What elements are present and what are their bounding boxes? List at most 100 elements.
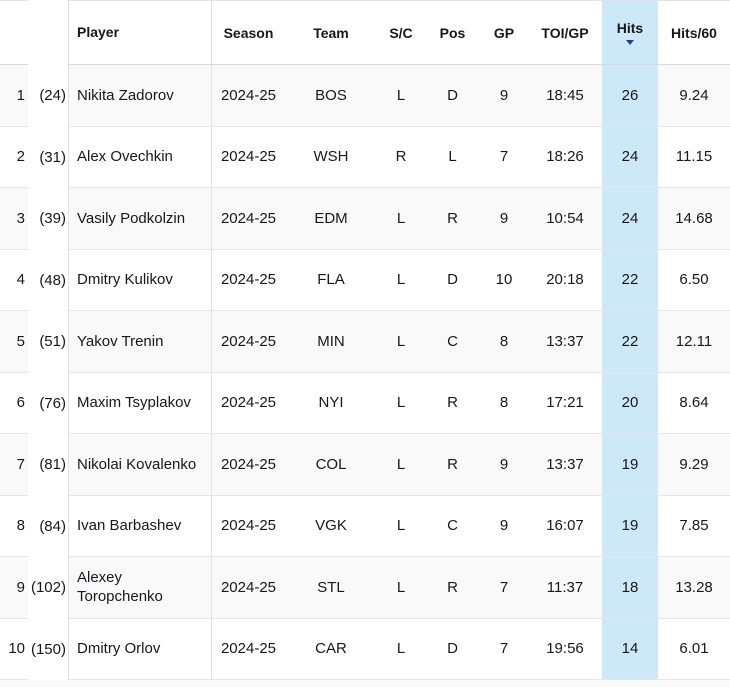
cell-rank: 9 [0, 557, 28, 619]
player-link[interactable]: Alexey Toropchenko [68, 557, 211, 619]
table-body: 1 (24) Nikita Zadorov 2024-25 BOS L D 9 18:45 26 9… [0, 65, 730, 680]
cell-rank: 5 [0, 311, 28, 373]
column-header-rank [0, 0, 28, 65]
column-label: TOI/GP [541, 24, 589, 41]
cell-team: WSH [285, 126, 377, 188]
column-header-season[interactable]: Season [211, 0, 285, 65]
cell-team: BOS [285, 65, 377, 127]
cell-season: 2024-25 [211, 434, 285, 496]
column-header-hits[interactable]: Hits [602, 0, 658, 65]
cell-season: 2024-25 [211, 372, 285, 434]
cell-hits-per-60: 6.50 [658, 249, 730, 311]
cell-season: 2024-25 [211, 495, 285, 557]
player-link[interactable]: Dmitry Kulikov [68, 249, 211, 311]
cell-games-played: 10 [480, 249, 528, 311]
cell-rank: 7 [0, 434, 28, 496]
cell-shoots-catches: L [377, 188, 425, 250]
cell-hits-per-60: 9.24 [658, 65, 730, 127]
table-row: 9 (102) Alexey Toropchenko 2024-25 STL L R 7 11:… [0, 557, 730, 619]
cell-shoots-catches: R [377, 126, 425, 188]
cell-season: 2024-25 [211, 188, 285, 250]
column-label: Team [313, 24, 349, 41]
cell-season: 2024-25 [211, 311, 285, 373]
cell-team: EDM [285, 188, 377, 250]
cell-team: FLA [285, 249, 377, 311]
column-label: S/C [389, 24, 413, 41]
cell-position: L [425, 126, 480, 188]
cell-shoots-catches: L [377, 311, 425, 373]
table-row: 3 (39) Vasily Podkolzin 2024-25 EDM L R 9 10:54 2… [0, 188, 730, 250]
cell-overall-rank: (84) [28, 495, 68, 557]
cell-season: 2024-25 [211, 618, 285, 680]
cell-hits-per-60: 13.28 [658, 557, 730, 619]
player-link[interactable]: Nikolai Kovalenko [68, 434, 211, 496]
cell-overall-rank: (51) [28, 311, 68, 373]
player-link[interactable]: Ivan Barbashev [68, 495, 211, 557]
column-header-overall-rank [28, 0, 68, 65]
cell-hits-per-60: 7.85 [658, 495, 730, 557]
cell-shoots-catches: L [377, 65, 425, 127]
player-link[interactable]: Dmitry Orlov [68, 618, 211, 680]
cell-hits-per-60: 9.29 [658, 434, 730, 496]
cell-overall-rank: (48) [28, 249, 68, 311]
cell-overall-rank: (76) [28, 372, 68, 434]
column-label: Pos [439, 24, 466, 41]
cell-hits: 20 [602, 372, 658, 434]
cell-toi-per-gp: 10:54 [528, 188, 602, 250]
cell-team: COL [285, 434, 377, 496]
cell-season: 2024-25 [211, 249, 285, 311]
player-link[interactable]: Vasily Podkolzin [68, 188, 211, 250]
cell-toi-per-gp: 16:07 [528, 495, 602, 557]
cell-hits-per-60: 14.68 [658, 188, 730, 250]
cell-position: C [425, 495, 480, 557]
cell-hits: 19 [602, 434, 658, 496]
cell-hits-per-60: 6.01 [658, 618, 730, 680]
cell-shoots-catches: L [377, 372, 425, 434]
cell-toi-per-gp: 11:37 [528, 557, 602, 619]
table-row: 8 (84) Ivan Barbashev 2024-25 VGK L C 9 16:07 19 7… [0, 495, 730, 557]
cell-hits: 24 [602, 188, 658, 250]
column-header-position[interactable]: Pos [425, 0, 480, 65]
cell-overall-rank: (102) [28, 557, 68, 619]
cell-overall-rank: (24) [28, 65, 68, 127]
cell-season: 2024-25 [211, 557, 285, 619]
cell-toi-per-gp: 20:18 [528, 249, 602, 311]
cell-shoots-catches: L [377, 557, 425, 619]
player-link[interactable]: Nikita Zadorov [68, 65, 211, 127]
cell-hits-per-60: 8.64 [658, 372, 730, 434]
cell-hits: 22 [602, 311, 658, 373]
player-link[interactable]: Alex Ovechkin [68, 126, 211, 188]
column-header-hits-per-60[interactable]: Hits/60 [658, 0, 730, 65]
cell-team: VGK [285, 495, 377, 557]
cell-toi-per-gp: 17:21 [528, 372, 602, 434]
cell-toi-per-gp: 18:45 [528, 65, 602, 127]
cell-rank: 1 [0, 65, 28, 127]
cell-toi-per-gp: 19:56 [528, 618, 602, 680]
header-row: Player Season Team S/C Pos GP TOI/GP Hits Hits/6… [0, 0, 730, 65]
cell-season: 2024-25 [211, 126, 285, 188]
cell-team: CAR [285, 618, 377, 680]
column-label: Player [77, 24, 120, 40]
cell-rank: 10 [0, 618, 28, 680]
player-link[interactable]: Yakov Trenin [68, 311, 211, 373]
cell-toi-per-gp: 13:37 [528, 434, 602, 496]
cell-overall-rank: (150) [28, 618, 68, 680]
column-header-toi-per-gp[interactable]: TOI/GP [528, 0, 602, 65]
table-row: 1 (24) Nikita Zadorov 2024-25 BOS L D 9 18:45 26 9… [0, 65, 730, 127]
column-header-player[interactable]: Player [68, 0, 211, 65]
next-row-sliver [0, 680, 730, 687]
column-header-team[interactable]: Team [285, 0, 377, 65]
cell-shoots-catches: L [377, 618, 425, 680]
table-header: Player Season Team S/C Pos GP TOI/GP Hits Hits/6… [0, 0, 730, 65]
column-header-games-played[interactable]: GP [480, 0, 528, 65]
cell-games-played: 9 [480, 188, 528, 250]
cell-games-played: 8 [480, 311, 528, 373]
player-link[interactable]: Maxim Tsyplakov [68, 372, 211, 434]
column-header-shoots-catches[interactable]: S/C [377, 0, 425, 65]
column-label: GP [493, 24, 515, 41]
cell-games-played: 7 [480, 557, 528, 619]
cell-team: NYI [285, 372, 377, 434]
cell-hits: 18 [602, 557, 658, 619]
cell-games-played: 9 [480, 434, 528, 496]
